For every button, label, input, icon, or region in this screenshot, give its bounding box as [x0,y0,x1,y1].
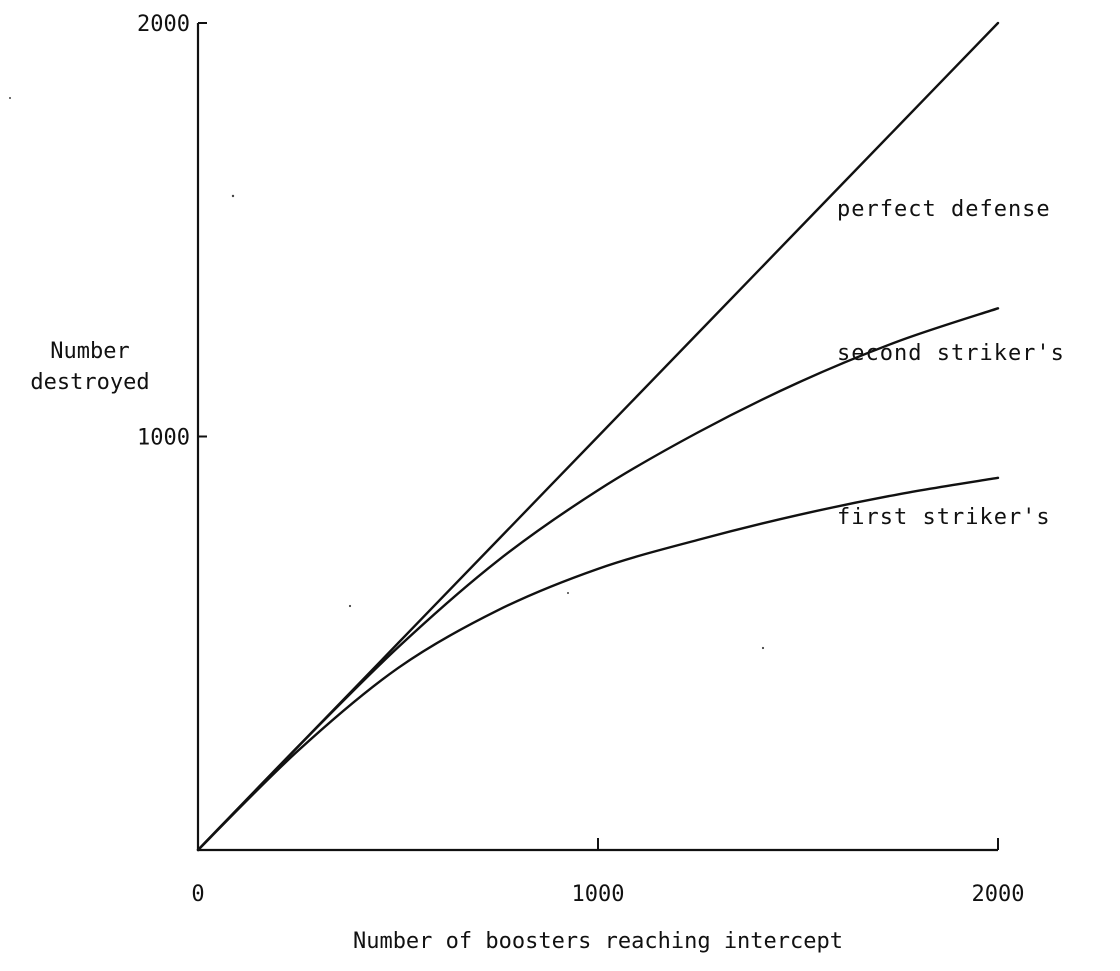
x-tick-label: 2000 [972,882,1025,907]
ticks: 0 1000 2000 1000 2000 [137,12,1024,907]
series-label-second-striker-s: second striker's [837,341,1065,366]
series-line-second-striker-s [196,307,1000,852]
speck [761,646,765,650]
x-tick-label: 1000 [572,882,625,907]
speck [231,194,235,198]
y-tick-label: 2000 [137,12,190,37]
x-tick-label: 0 [191,882,204,907]
series-label-first-striker-s: first striker's [837,505,1051,530]
y-axis-title-line-1: Number [50,339,129,364]
series-line-first-striker-s [196,476,1000,852]
series-lines [196,21,1000,852]
curve-labels: perfect defense second striker's first str… [837,197,1065,530]
speck [567,592,569,594]
scan-specks [9,97,765,650]
axis-titles: Number of boosters reaching intercept Nu… [30,339,843,954]
series-label-perfect-defense: perfect defense [837,197,1051,222]
y-axis-title-line-2: destroyed [30,370,149,395]
y-tick-label: 1000 [137,426,190,451]
speck [9,97,11,99]
x-axis-title: Number of boosters reaching intercept [353,929,843,954]
speck [348,604,352,608]
